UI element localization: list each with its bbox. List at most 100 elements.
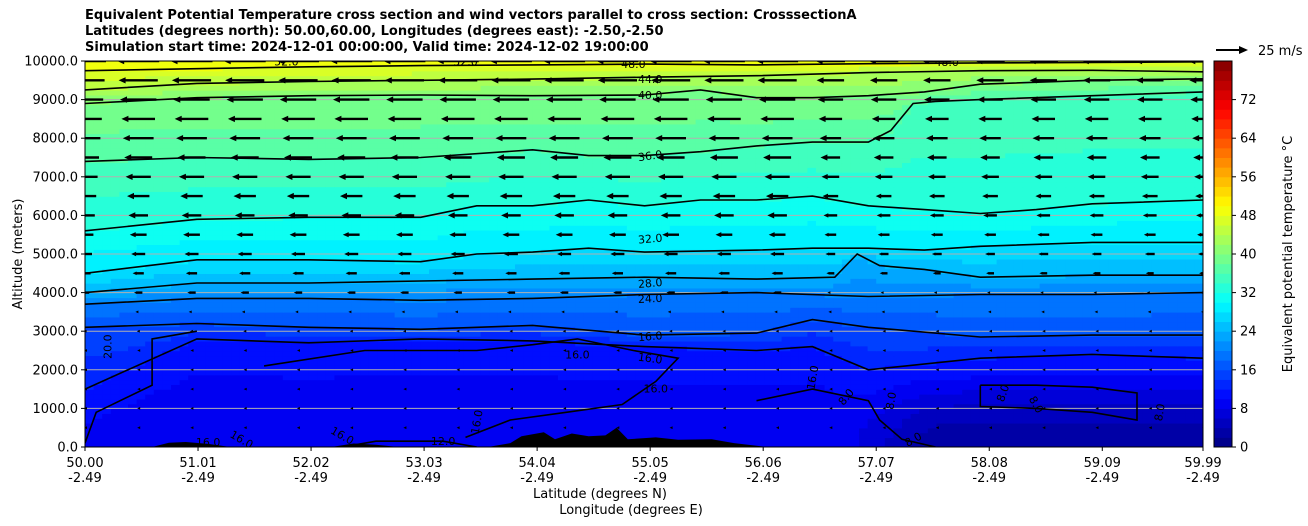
field-cell: [1168, 311, 1178, 318]
field-cell: [1194, 432, 1203, 439]
field-cell: [790, 355, 800, 361]
field-cell: [953, 302, 963, 308]
field-cell: [1125, 437, 1135, 443]
field-cell: [1031, 379, 1041, 385]
field-cell: [205, 282, 215, 289]
field-cell: [214, 379, 224, 385]
field-cell: [454, 408, 465, 414]
field-cell: [635, 384, 645, 390]
field-cell: [239, 287, 250, 294]
field-cell: [1185, 302, 1196, 308]
field-cell: [884, 413, 895, 419]
field-cell: [231, 340, 241, 347]
field-cell: [110, 379, 121, 385]
field-cell: [867, 437, 877, 443]
field-cell: [334, 437, 344, 443]
field-cell: [575, 331, 585, 337]
field-cell: [257, 321, 267, 328]
field-cell: [1125, 408, 1135, 414]
field-cell: [403, 413, 413, 419]
field-cell: [764, 345, 774, 352]
field-cell: [411, 398, 422, 405]
field-cell: [386, 331, 396, 337]
field-cell: [351, 273, 361, 279]
field-cell: [884, 442, 895, 447]
field-cell: [1125, 287, 1135, 294]
field-cell: [979, 282, 989, 289]
field-cell: [515, 384, 525, 390]
field-cell: [291, 282, 301, 289]
field-cell: [730, 307, 740, 313]
field-cell: [712, 369, 723, 376]
field-cell: [334, 345, 344, 352]
field-cell: [1142, 326, 1153, 332]
field-cell: [85, 432, 95, 439]
field-cell: [902, 302, 912, 308]
field-cell: [592, 350, 602, 357]
field-cell: [773, 340, 783, 347]
field-cell: [1074, 278, 1084, 284]
field-cell: [214, 442, 224, 447]
field-cell: [93, 403, 103, 410]
field-cell: [446, 263, 456, 270]
field-cell: [790, 360, 800, 366]
field-cell: [953, 360, 963, 366]
field-cell: [377, 263, 387, 270]
field-cell: [437, 350, 447, 357]
field-cell: [411, 345, 422, 352]
field-cell: [583, 331, 594, 337]
field-cell: [274, 326, 284, 332]
field-cell: [687, 316, 697, 323]
field-cell: [214, 273, 224, 279]
field-cell: [661, 360, 671, 366]
field-cell: [1142, 437, 1153, 443]
field-cell: [1177, 278, 1187, 284]
field-cell: [403, 321, 413, 328]
field-cell: [308, 292, 318, 299]
field-cell: [489, 292, 499, 299]
field-cell: [936, 374, 946, 381]
field-cell: [841, 374, 852, 381]
field-cell: [196, 273, 207, 279]
field-cell: [463, 273, 473, 279]
field-cell: [497, 307, 508, 313]
field-cell: [833, 297, 843, 303]
field-cell: [128, 418, 138, 424]
field-cell: [601, 321, 611, 328]
field-cell: [833, 321, 843, 328]
field-cell: [1039, 331, 1049, 337]
field-cell: [403, 422, 413, 429]
field-cell: [300, 311, 310, 318]
field-cell: [635, 427, 645, 434]
field-cell: [360, 273, 370, 279]
field-cell: [1082, 403, 1092, 410]
field-cell: [214, 369, 224, 376]
field-cell: [446, 427, 456, 434]
field-cell: [429, 408, 439, 414]
field-cell: [317, 369, 327, 376]
field-cell: [222, 374, 232, 381]
field-cell: [110, 263, 121, 270]
field-cell: [704, 307, 714, 313]
field-cell: [317, 350, 327, 357]
field-cell: [1177, 273, 1187, 279]
field-cell: [566, 427, 576, 434]
field-cell: [128, 345, 138, 352]
field-cell: [1151, 408, 1161, 414]
field-cell: [1005, 345, 1015, 352]
field-cell: [910, 379, 920, 385]
field-cell: [110, 282, 121, 289]
field-cell: [394, 268, 404, 274]
field-cell: [747, 350, 757, 357]
field-cell: [669, 432, 680, 439]
field-cell: [1177, 418, 1187, 424]
field-cell: [300, 302, 310, 308]
field-cell: [489, 336, 499, 342]
field-cell: [351, 355, 361, 361]
field-cell: [317, 326, 327, 332]
field-cell: [420, 355, 430, 361]
field-cell: [463, 427, 473, 434]
field-cell: [128, 302, 138, 308]
field-cell: [644, 398, 654, 405]
field-cell: [102, 360, 112, 366]
